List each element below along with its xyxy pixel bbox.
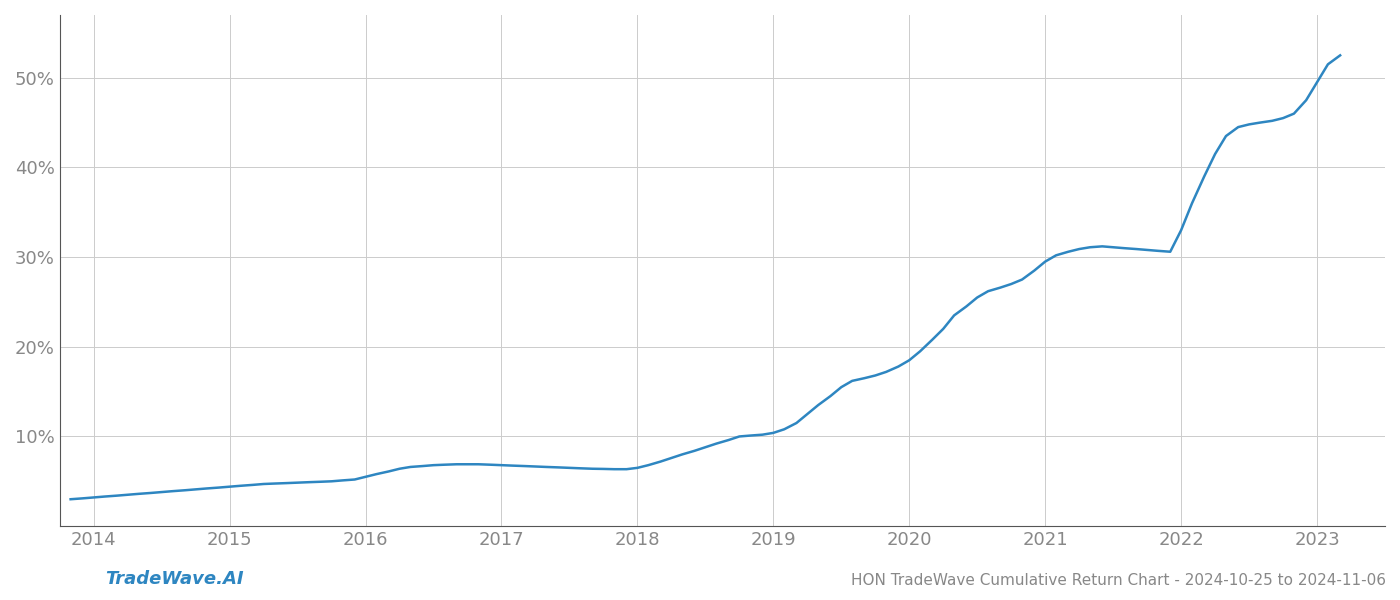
Text: HON TradeWave Cumulative Return Chart - 2024-10-25 to 2024-11-06: HON TradeWave Cumulative Return Chart - … <box>851 573 1386 588</box>
Text: TradeWave.AI: TradeWave.AI <box>105 570 244 588</box>
